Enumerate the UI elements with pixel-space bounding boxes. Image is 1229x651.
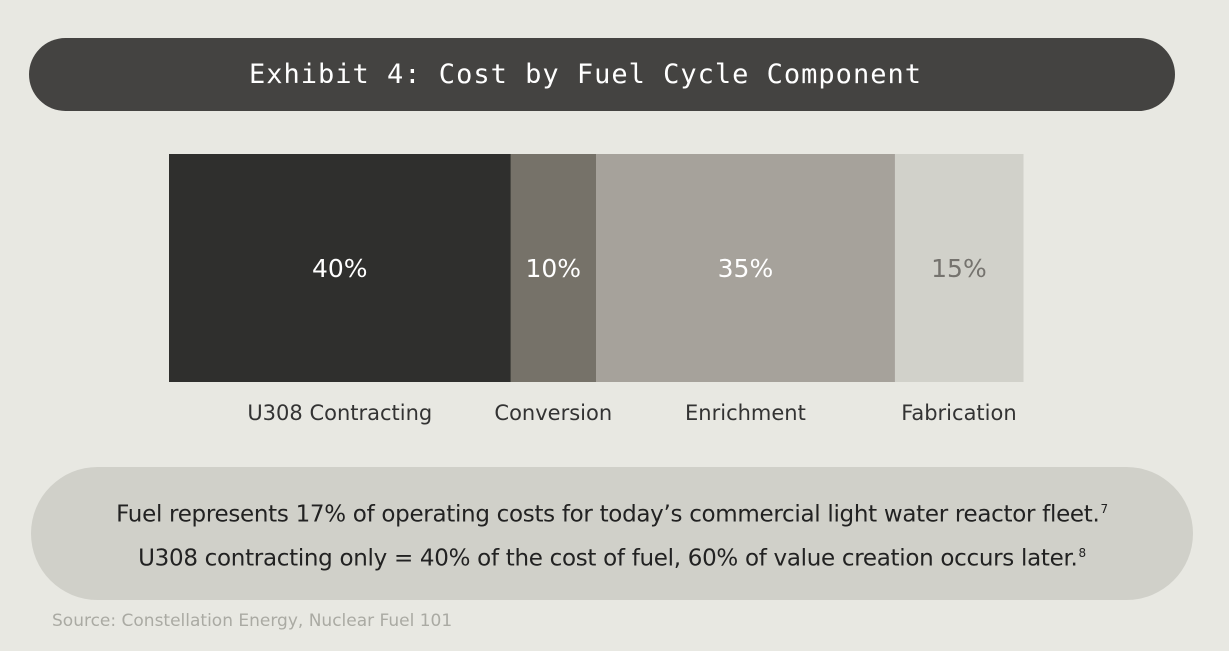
callout-text-2: U308 contracting only = 40% of the cost … bbox=[138, 545, 1078, 572]
category-label-fabrication: Fabrication bbox=[901, 401, 1016, 425]
category-label-enrichment: Enrichment bbox=[685, 401, 806, 425]
footnote-ref-7: 7 bbox=[1100, 501, 1109, 516]
category-label-conversion: Conversion bbox=[494, 401, 612, 425]
value-label-fabrication: 15% bbox=[931, 254, 987, 283]
callout-line-1: Fuel represents 17% of operating costs f… bbox=[116, 490, 1108, 534]
title-banner: Exhibit 4: Cost by Fuel Cycle Component bbox=[29, 38, 1175, 111]
bar-segment-enrichment bbox=[596, 154, 896, 382]
source-note: Source: Constellation Energy, Nuclear Fu… bbox=[52, 611, 453, 631]
bar-segment-conversion bbox=[510, 154, 597, 382]
value-label-enrichment: 35% bbox=[718, 254, 774, 283]
value-label-u308-contracting: 40% bbox=[312, 254, 368, 283]
bar-segment-u308-contracting bbox=[169, 154, 512, 382]
bar-segment-fabrication bbox=[894, 154, 1024, 382]
page-title: Exhibit 4: Cost by Fuel Cycle Component bbox=[249, 59, 922, 90]
callout-line-2: U308 contracting only = 40% of the cost … bbox=[138, 534, 1086, 578]
callout-box: Fuel represents 17% of operating costs f… bbox=[31, 467, 1193, 600]
stacked-bar-chart: 40% U308 Contracting 10% Conversion 35% Enric… bbox=[169, 154, 1024, 425]
footnote-ref-8: 8 bbox=[1078, 545, 1087, 560]
category-label-u308-contracting: U308 Contracting bbox=[247, 401, 432, 425]
value-label-conversion: 10% bbox=[526, 254, 582, 283]
callout-text-1: Fuel represents 17% of operating costs f… bbox=[116, 501, 1100, 528]
